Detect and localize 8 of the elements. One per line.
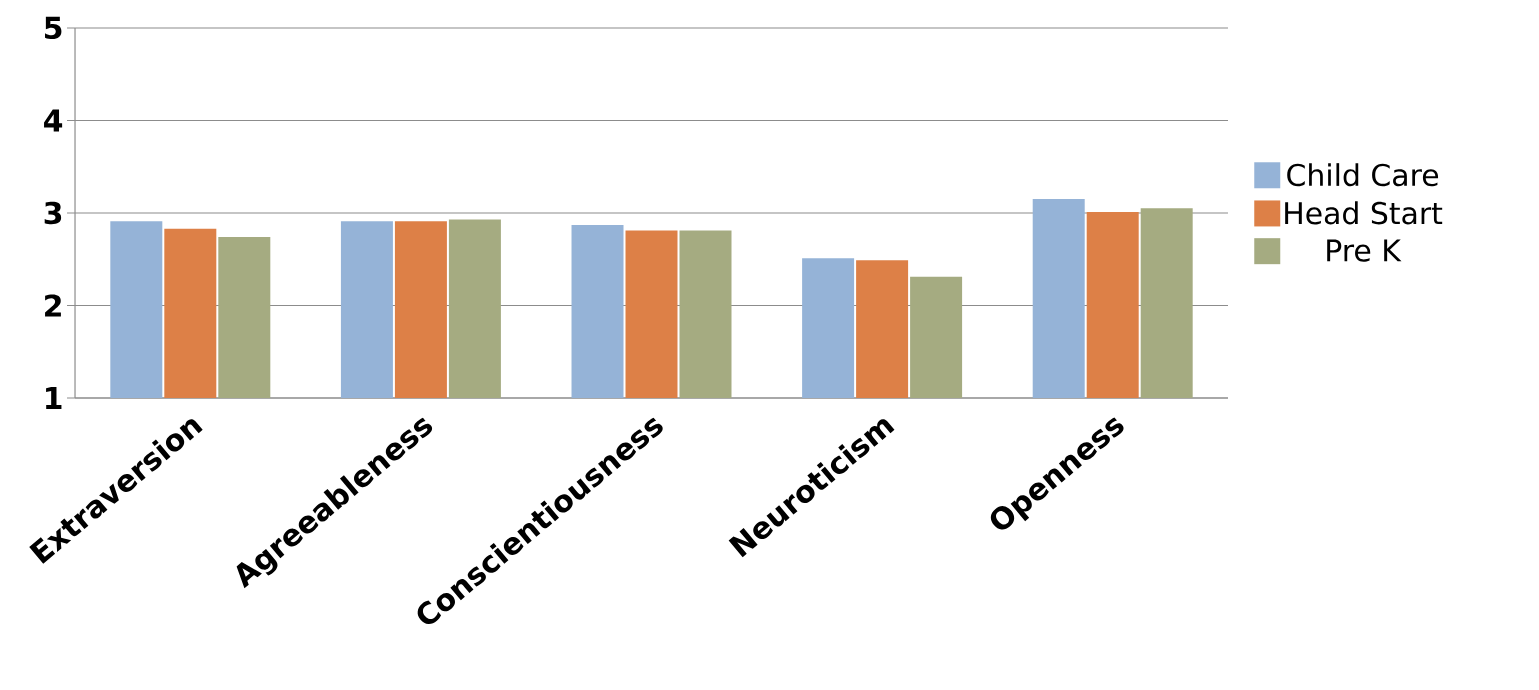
legend-label: Pre K [1327, 239, 1402, 262]
y-tick-label: 4 [44, 109, 63, 132]
legend-label: Head Start [1285, 201, 1443, 225]
y-tick-label: 1 [46, 387, 62, 409]
y-tick-label: 5 [45, 16, 62, 40]
y-tick-label: 2 [45, 294, 61, 317]
y-tick-label: 3 [44, 201, 62, 225]
legend-label: Child Care [1287, 163, 1439, 187]
